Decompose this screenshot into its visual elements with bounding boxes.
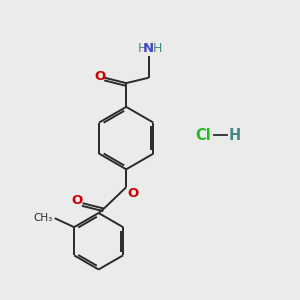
Text: H: H bbox=[153, 42, 162, 56]
Text: H: H bbox=[229, 128, 241, 142]
Text: H: H bbox=[137, 42, 147, 56]
Text: N: N bbox=[143, 42, 154, 55]
Text: O: O bbox=[127, 187, 138, 200]
Text: O: O bbox=[72, 194, 83, 207]
Text: CH₃: CH₃ bbox=[33, 213, 52, 223]
Text: O: O bbox=[95, 70, 106, 83]
Text: Cl: Cl bbox=[196, 128, 211, 142]
